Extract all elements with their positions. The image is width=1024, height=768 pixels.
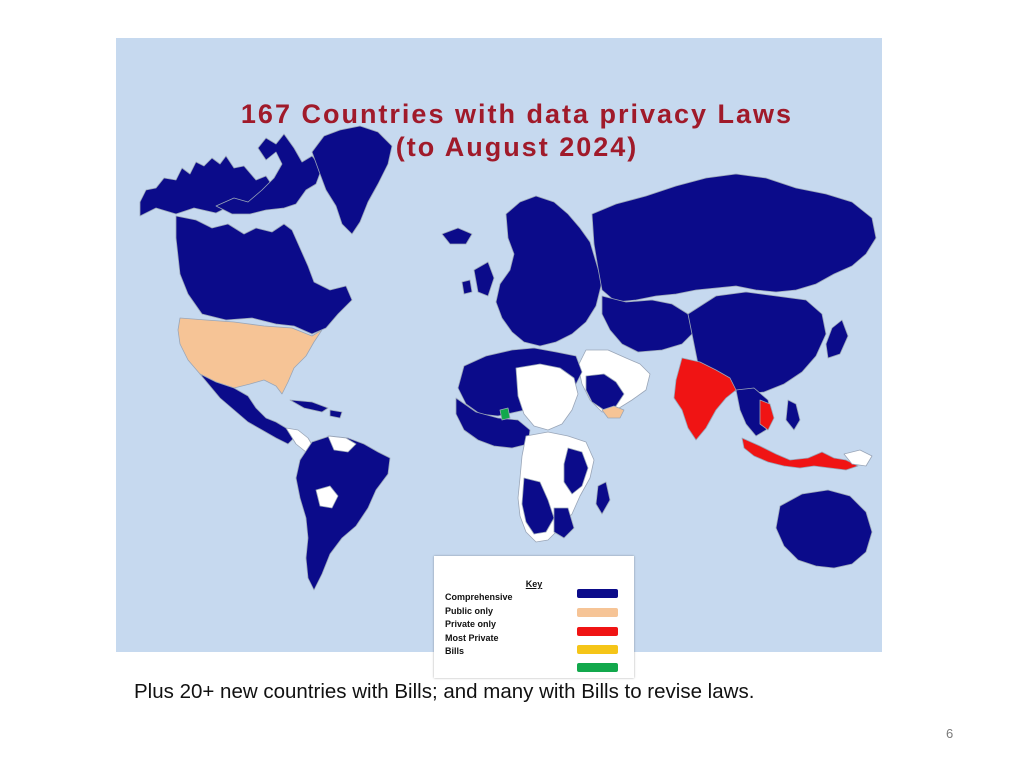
legend-label-bills: Bills (445, 646, 465, 656)
map-region-russia (591, 173, 877, 303)
legend-label-comprehensive: Comprehensive (445, 592, 513, 602)
legend-label-private-only: Private only (445, 619, 497, 629)
map-region-saudi-arabia (585, 373, 625, 411)
legend-swatch-private-only (577, 627, 618, 636)
map-region-africa-south (521, 477, 575, 539)
legend-label-most-private: Most Private (445, 633, 499, 643)
map-region-europe (495, 195, 603, 347)
slide-caption: Plus 20+ new countries with Bills; and m… (134, 680, 755, 703)
map-region-venezuela (327, 435, 357, 453)
legend-title: Key (525, 579, 543, 589)
map-region-japan (825, 319, 849, 359)
map-region-india (673, 357, 737, 441)
legend-swatch-most-private (577, 645, 618, 654)
map-region-nigeria-bills (499, 407, 511, 421)
map-region-iceland (441, 227, 473, 245)
map-region-usa (177, 317, 323, 395)
legend-swatch-bills (577, 663, 618, 672)
map-region-south-america (295, 435, 391, 591)
page-number: 6 (946, 726, 954, 741)
world-map (139, 125, 877, 591)
map-region-vietnam (759, 399, 775, 431)
legend-swatch-public-only (577, 608, 618, 617)
map-region-australia (775, 489, 873, 569)
map-region-uk-ireland (461, 261, 495, 297)
map-region-philippines (785, 399, 801, 431)
map-region-madagascar (595, 481, 611, 515)
map-region-caribbean (289, 399, 343, 419)
legend-swatch-comprehensive (577, 589, 618, 598)
legend-label-public-only: Public only (445, 606, 494, 616)
map-region-arctic-islands (215, 133, 323, 215)
map-region-indonesia (741, 437, 859, 471)
map-region-africa-west (455, 397, 531, 449)
map-region-africa-sahel (515, 363, 579, 431)
map-region-africa-east (563, 447, 589, 495)
map-region-bolivia (315, 485, 339, 509)
map-region-papua (843, 449, 873, 467)
map-region-central-asia (601, 295, 695, 353)
map-title: 167 Countries with data privacy Laws (to… (116, 98, 882, 164)
map-region-canada-alaska (139, 155, 353, 335)
map-region-yemen (601, 405, 625, 419)
world-map-panel: 167 Countries with data privacy Laws (to… (116, 38, 882, 652)
map-title-line1: 167 Countries with data privacy Laws (240, 99, 794, 129)
map-region-greenland (311, 125, 393, 235)
map-legend: Key Comprehensive Public only Private on… (434, 556, 634, 678)
map-title-line2: (to August 2024) (395, 132, 639, 162)
